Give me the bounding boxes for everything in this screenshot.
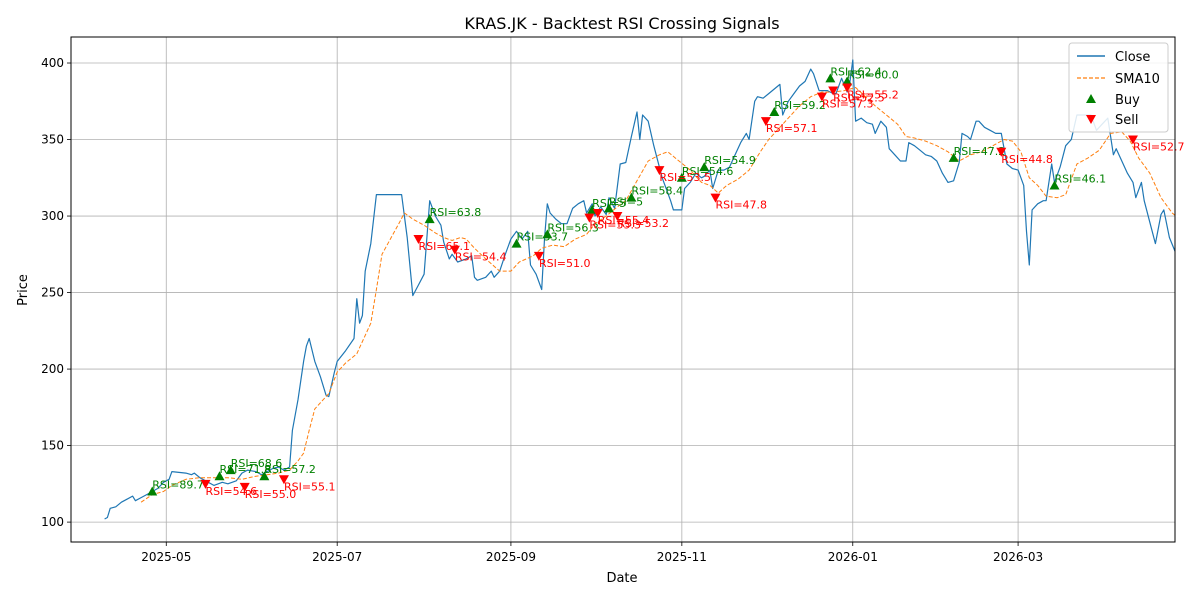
y-tick-label: 400: [41, 56, 64, 70]
sell-rsi-label: RSI=53.2: [617, 217, 669, 230]
buy-marker: [511, 238, 522, 248]
sell-marker: [654, 166, 665, 176]
buy-rsi-label: RSI=58.4: [631, 185, 683, 198]
buy-marker: [769, 106, 780, 116]
buy-rsi-label: RSI=63.8: [430, 206, 482, 219]
buy-marker: [825, 73, 836, 83]
sell-rsi-label: RSI=53.5: [659, 171, 711, 184]
sell-marker: [584, 213, 595, 223]
x-axis-label: Date: [606, 571, 637, 586]
buy-rsi-label: RSI=5: [592, 197, 626, 210]
sell-marker: [612, 212, 623, 222]
legend-buy-marker: [1086, 94, 1096, 103]
sell-marker: [760, 117, 771, 127]
y-axis-ticks: 100 150 200 250 300 350 400: [41, 56, 71, 529]
buy-marker: [676, 172, 687, 182]
buy-marker: [542, 229, 553, 239]
buy-rsi-label: RSI=89.7: [152, 479, 204, 492]
plot-frame: [70, 36, 1176, 543]
sma10-line: [140, 87, 1175, 503]
buy-marker: [147, 486, 158, 496]
sell-rsi-label: RSI=55.4: [598, 214, 650, 227]
sell-rsi-label: RSI=55.0: [245, 488, 297, 501]
close-price-line: [104, 59, 1175, 520]
legend-box: [1068, 42, 1169, 133]
grid: [71, 37, 1175, 542]
legend-buy-label: Buy: [1115, 93, 1140, 108]
sell-marker: [592, 208, 603, 218]
sell-marker: [413, 235, 424, 244]
sell-rsi-label: RSI=52.5: [833, 92, 885, 105]
series-layer: [104, 59, 1175, 520]
buy-marker: [259, 471, 270, 481]
sell-marker: [200, 479, 211, 489]
buy-rsi-label: RSI=60.0: [847, 68, 899, 81]
buy-rsi-label: RSI=62.4: [830, 65, 882, 78]
sell-marker: [533, 251, 544, 261]
buy-rsi-label: RSI=54.9: [704, 154, 756, 167]
buy-rsi-label: RSI=53.7: [517, 231, 569, 244]
sell-rsi-label: RSI=51.0: [539, 257, 591, 270]
chart-title: KRAS.JK - Backtest RSI Crossing Signals: [464, 14, 779, 33]
sell-rsi-label: RSI=55.3: [589, 219, 641, 232]
buy-marker: [842, 76, 853, 86]
buy-marker: [1049, 180, 1060, 190]
sell-marker: [278, 475, 289, 485]
x-tick-label: 2026-03: [993, 550, 1043, 564]
sell-rsi-label: RSI=44.8: [1001, 153, 1053, 166]
buy-rsi-label: RSI=57.2: [264, 463, 316, 476]
legend-sma-label: SMA10: [1115, 72, 1160, 87]
x-tick-label: 2025-07: [312, 550, 362, 564]
buy-marker: [424, 214, 435, 224]
sell-rsi-label: RSI=52.7: [1133, 141, 1185, 154]
x-axis-ticks: 2025-05 2025-07 2025-09 2025-11 2026-01 2026-…: [141, 542, 1043, 564]
buy-rsi-label: RSI=68.6: [231, 457, 283, 470]
sell-marker: [239, 482, 250, 492]
legend-sell-label: Sell: [1115, 113, 1138, 128]
x-tick-label: 2026-01: [828, 550, 878, 564]
legend-sell-marker: [1086, 115, 1096, 124]
y-tick-label: 250: [41, 286, 64, 300]
sell-marker: [1127, 135, 1138, 145]
buy-marker: [603, 203, 614, 213]
buy-marker: [626, 192, 637, 202]
buy-rsi-label: RSI=56.3: [547, 221, 599, 234]
sell-marker: [996, 147, 1007, 157]
sell-marker: [449, 245, 460, 255]
y-tick-label: 100: [41, 515, 64, 529]
y-tick-label: 150: [41, 439, 64, 453]
y-tick-label: 350: [41, 133, 64, 147]
sell-rsi-label: RSI=55.2: [847, 89, 899, 102]
signal-markers: RSI=89.7RSI=71.8RSI=68.6RSI=57.2RSI=63.8…: [147, 65, 1185, 501]
sell-rsi-label: RSI=55.1: [284, 480, 336, 493]
sell-rsi-label: RSI=57.1: [766, 122, 818, 135]
buy-rsi-label: RSI=59.2: [774, 99, 826, 112]
buy-rsi-label: RSI=47.2: [954, 145, 1006, 158]
legend-close-label: Close: [1115, 50, 1150, 65]
sell-rsi-label: RSI=57.3: [822, 98, 874, 111]
y-tick-label: 200: [41, 362, 64, 376]
y-axis-label: Price: [16, 274, 31, 306]
sell-rsi-label: RSI=47.8: [715, 199, 767, 212]
x-tick-label: 2025-05: [141, 550, 191, 564]
buy-marker: [948, 152, 959, 162]
buy-marker: [214, 471, 225, 481]
x-tick-label: 2025-11: [657, 550, 707, 564]
sell-marker: [816, 92, 827, 102]
sell-marker: [828, 86, 839, 96]
sell-marker: [710, 193, 721, 203]
legend: Close SMA10 Buy Sell: [1068, 42, 1169, 133]
sell-rsi-label: RSI=54.4: [455, 251, 507, 264]
y-tick-label: 300: [41, 209, 64, 223]
buy-marker: [225, 465, 236, 475]
buy-rsi-label: RSI=46.1: [1055, 172, 1107, 185]
x-tick-label: 2025-09: [486, 550, 536, 564]
buy-marker: [699, 162, 710, 172]
sell-marker: [842, 83, 853, 93]
buy-rsi-label: RSI=54.6: [682, 165, 734, 178]
